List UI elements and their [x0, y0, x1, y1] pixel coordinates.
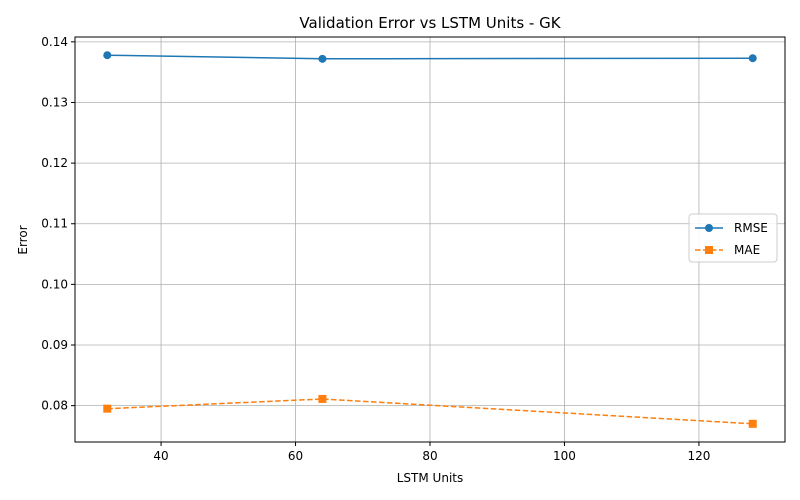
- data-point-mae: [748, 419, 757, 428]
- y-tick-label: 0.10: [41, 277, 68, 291]
- x-tick-label: 80: [422, 449, 437, 463]
- chart-title: Validation Error vs LSTM Units - GK: [299, 14, 561, 32]
- y-tick-label: 0.09: [41, 338, 68, 352]
- x-tick-label: 60: [288, 449, 303, 463]
- data-point-rmse: [318, 54, 327, 63]
- data-point-mae: [318, 394, 327, 403]
- x-tick-label: 100: [553, 449, 576, 463]
- x-tick-label: 120: [687, 449, 710, 463]
- x-tick-label: 40: [153, 449, 168, 463]
- legend-label-rmse: RMSE: [734, 221, 768, 235]
- y-tick-label: 0.12: [41, 156, 68, 170]
- data-point-mae: [103, 404, 112, 413]
- ticks: 40 60 80 100 120 0.08 0.09 0.10 0.11 0.12 0.13 0.14: [41, 35, 710, 463]
- y-tick-label: 0.14: [41, 35, 68, 49]
- y-tick-label: 0.13: [41, 95, 68, 109]
- y-tick-label: 0.08: [41, 399, 68, 413]
- series-layer: [103, 51, 757, 428]
- series-mae: [103, 394, 757, 428]
- series-rmse: [103, 51, 757, 63]
- x-axis-label: LSTM Units: [397, 471, 463, 485]
- y-axis-label: Error: [16, 225, 30, 254]
- legend: RMSE MAE: [688, 213, 778, 263]
- legend-marker-mae: [705, 246, 713, 254]
- data-point-rmse: [748, 54, 757, 63]
- legend-label-mae: MAE: [734, 243, 760, 257]
- data-point-rmse: [103, 51, 112, 60]
- y-tick-label: 0.11: [41, 217, 68, 231]
- legend-marker-rmse: [705, 224, 713, 232]
